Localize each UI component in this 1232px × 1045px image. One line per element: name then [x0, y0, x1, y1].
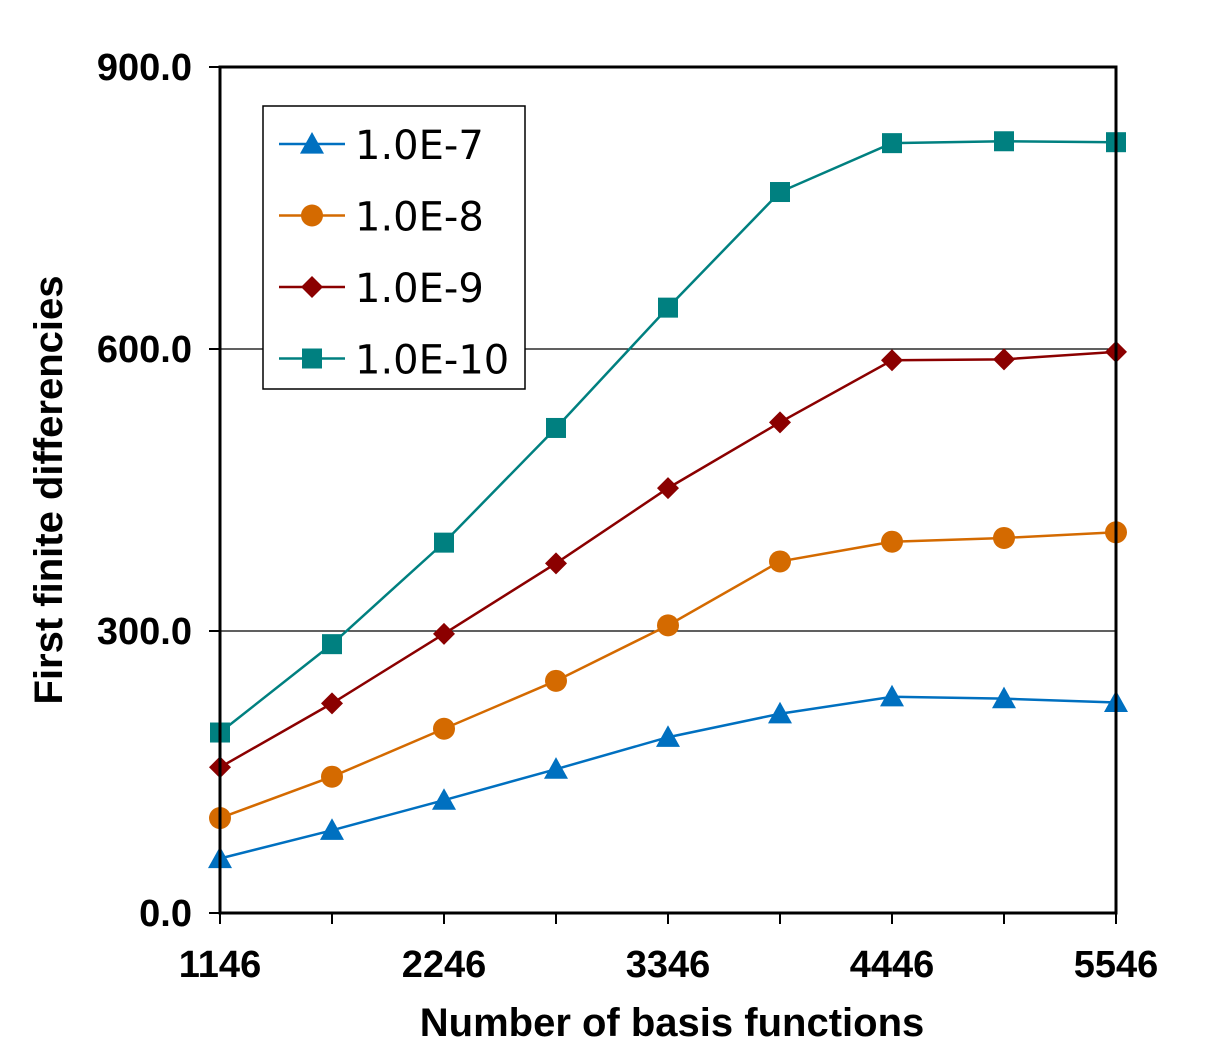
y-tick-label: 0.0: [139, 893, 192, 935]
series-line: [219, 350, 1117, 769]
data-point: [656, 725, 680, 747]
data-point: [992, 686, 1016, 709]
y-tick-label: 300.0: [97, 611, 192, 653]
x-tick-label: 2246: [402, 944, 487, 986]
legend-marker: [302, 348, 322, 369]
y-axis-title: First finite differencies: [27, 276, 71, 705]
x-tick-label: 1146: [179, 944, 261, 986]
x-axis-title: Number of basis functions: [420, 1001, 925, 1045]
data-point: [993, 526, 1015, 549]
data-point: [320, 818, 344, 840]
series-1.0E-8: [209, 521, 1127, 830]
series-line: [219, 531, 1117, 820]
legend-marker: [301, 204, 323, 227]
x-tick-label: 5546: [1074, 944, 1159, 986]
data-point: [545, 669, 567, 692]
data-point: [769, 411, 791, 434]
data-point: [544, 757, 568, 779]
data-point: [882, 133, 902, 154]
y-axis: 0.0 300.0 600.0 900.0: [97, 47, 220, 935]
data-point: [657, 477, 679, 500]
data-point: [658, 297, 678, 318]
data-point: [432, 788, 456, 810]
data-point: [433, 717, 455, 740]
data-point: [433, 622, 455, 645]
series-1.0E-10: [210, 131, 1126, 743]
series-1.0E-7: [208, 684, 1128, 869]
data-point: [770, 182, 790, 203]
data-point: [321, 692, 343, 715]
legend-label: 1.0E-8: [355, 195, 484, 241]
y-tick-label: 600.0: [97, 329, 192, 371]
data-point: [322, 634, 342, 655]
series-line: [219, 695, 1117, 860]
data-point: [545, 552, 567, 575]
data-point: [434, 532, 454, 553]
legend-marker: [301, 276, 323, 298]
x-tick-label: 4446: [850, 944, 935, 986]
data-point: [657, 614, 679, 637]
legend: 1.0E-7 1.0E-8 1.0E-9 1.0E-10: [262, 105, 526, 390]
series-1.0E-9: [209, 340, 1127, 779]
x-axis: 1146 2246 3346 4446 5546: [179, 913, 1159, 986]
data-point: [881, 530, 903, 553]
x-tick-label: 3346: [626, 944, 711, 986]
data-point: [880, 684, 904, 707]
data-point: [993, 348, 1015, 371]
data-point: [881, 349, 903, 372]
legend-marker: [300, 132, 324, 154]
data-point: [994, 131, 1014, 152]
data-point: [546, 417, 566, 438]
y-tick-label: 900.0: [97, 47, 192, 89]
data-point: [768, 701, 792, 724]
legend-label: 1.0E-9: [355, 266, 484, 312]
legend-label: 1.0E-10: [355, 338, 509, 384]
legend-label: 1.0E-7: [355, 123, 484, 169]
data-point: [769, 550, 791, 573]
data-point: [321, 765, 343, 788]
